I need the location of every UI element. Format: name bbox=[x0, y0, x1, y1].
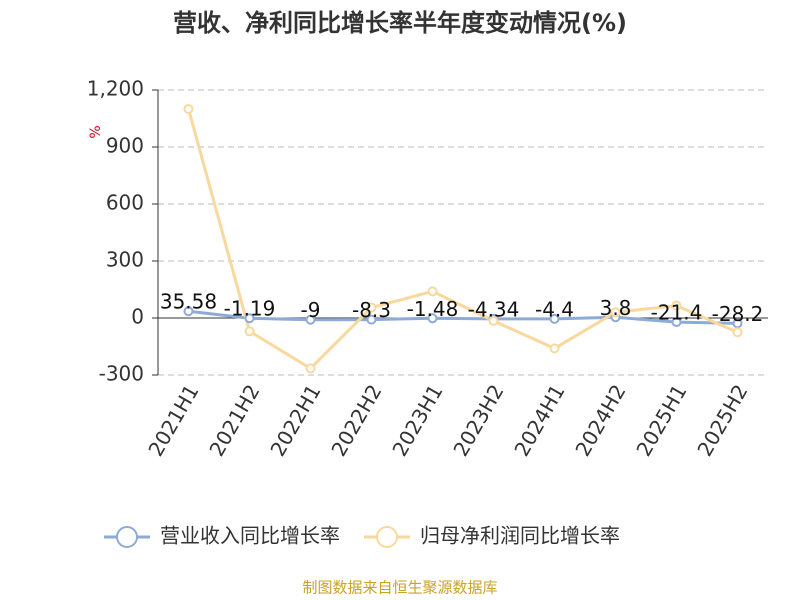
point bbox=[305, 314, 316, 325]
x-tick-label: 2024H1 bbox=[509, 380, 569, 460]
data-label: 35.58 bbox=[160, 290, 217, 314]
data-label: 3.8 bbox=[600, 296, 632, 320]
y-tick-label: 600 bbox=[106, 191, 144, 215]
data-label: -21.4 bbox=[651, 301, 703, 325]
point bbox=[427, 286, 438, 297]
point bbox=[183, 306, 194, 317]
point bbox=[732, 327, 743, 338]
legend-label: 营业收入同比增长率 bbox=[160, 524, 340, 548]
data-label: -1.48 bbox=[407, 297, 459, 321]
point bbox=[671, 300, 682, 311]
y-unit: % bbox=[88, 125, 104, 138]
data-label: -4.34 bbox=[468, 297, 520, 321]
point bbox=[488, 315, 499, 326]
x-tick-label: 2022H1 bbox=[265, 380, 325, 460]
x-tick-label: 2025H2 bbox=[692, 380, 752, 460]
point bbox=[366, 302, 377, 313]
legend-marker bbox=[376, 526, 398, 548]
x-tick-label: 2022H2 bbox=[326, 380, 386, 460]
data-label: -1.19 bbox=[224, 297, 276, 321]
legend-label: 归母净利润同比增长率 bbox=[420, 524, 620, 548]
y-tick-label: 900 bbox=[106, 134, 144, 158]
x-tick-label: 2023H1 bbox=[387, 380, 447, 460]
x-tick-label: 2021H2 bbox=[204, 380, 264, 460]
series-line bbox=[187, 108, 739, 371]
point bbox=[549, 343, 560, 354]
data-label: -9 bbox=[301, 298, 321, 322]
series-line bbox=[188, 309, 738, 325]
data-label: -28.2 bbox=[712, 302, 764, 326]
x-tick-label: 2021H1 bbox=[143, 380, 203, 460]
data-label: -8.3 bbox=[352, 298, 391, 322]
point bbox=[610, 307, 621, 318]
x-tick-label: 2024H2 bbox=[570, 380, 630, 460]
point bbox=[244, 313, 255, 324]
x-tick-label: 2023H2 bbox=[448, 380, 508, 460]
point bbox=[366, 314, 377, 325]
data-label: -4.4 bbox=[535, 297, 574, 321]
y-tick-label: 1,200 bbox=[87, 77, 144, 101]
point bbox=[244, 326, 255, 337]
legend-marker bbox=[116, 526, 138, 548]
point bbox=[427, 313, 438, 324]
point bbox=[305, 363, 316, 374]
y-tick-label: 300 bbox=[106, 248, 144, 272]
point bbox=[183, 104, 194, 114]
point bbox=[671, 317, 682, 328]
source-note: 制图数据来自恒生聚源数据库 bbox=[302, 579, 497, 597]
point bbox=[549, 313, 560, 324]
y-tick-label: 0 bbox=[131, 305, 144, 329]
x-tick-label: 2025H1 bbox=[631, 380, 691, 460]
chart-title: 营收、净利同比增长率半年度变动情况(%) bbox=[173, 9, 627, 37]
y-tick-label: -300 bbox=[99, 362, 144, 386]
